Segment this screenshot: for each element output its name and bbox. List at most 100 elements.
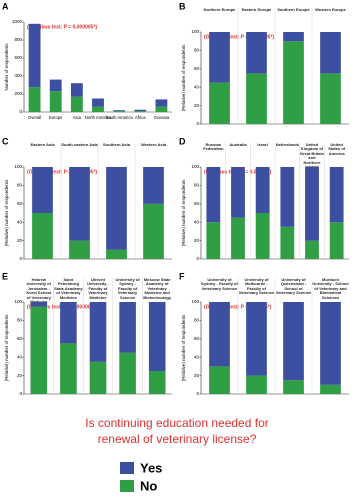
y-tick-label: 40: [194, 354, 200, 359]
bar-segment: [246, 32, 267, 74]
panel-letter: D: [179, 136, 186, 146]
bar-segment: [28, 87, 41, 112]
y-tick-label: 60: [17, 201, 23, 206]
x-tick-label: Australia: [229, 143, 247, 147]
bar-segment: [89, 361, 107, 394]
group-label-box: University of Queensland - School of Vet…: [275, 278, 312, 296]
y-tick-label: 40: [17, 219, 23, 224]
group-label-box: United States of America: [328, 143, 345, 156]
bar-segment: [280, 167, 295, 227]
y-tick-label: 80: [194, 48, 200, 53]
bar-segment: [231, 167, 245, 218]
y-tick-label: 1000: [12, 19, 23, 24]
panel-letter: E: [2, 271, 8, 281]
y-tick-label: 80: [17, 183, 23, 188]
bar-segment: [209, 82, 230, 124]
bar-segment: [206, 167, 221, 223]
bar-segment: [148, 371, 166, 394]
x-tick-label: North America: [85, 115, 112, 120]
bar-segment: [155, 99, 168, 107]
bar-segment: [255, 167, 270, 213]
y-tick-label: 100: [14, 299, 22, 304]
bar-segment: [246, 375, 267, 394]
x-tick-label: University of Sydney - Faculty of Veteri…: [115, 278, 140, 300]
y-tick-label: 400: [14, 73, 22, 78]
y-axis-label: Number of respondents: [4, 43, 9, 91]
bar-segment: [231, 217, 245, 259]
bar-segment: [134, 111, 147, 112]
bar-segment: [283, 380, 304, 394]
group-label-box: Russian Federation: [203, 143, 223, 151]
bar-segment: [155, 106, 168, 112]
x-tick-label: University of Melbourne - Faculty of Vet…: [238, 278, 275, 296]
bar-segment: [30, 306, 48, 394]
y-tick-label: 0: [19, 109, 22, 114]
group-label-box: Western Asia: [141, 143, 166, 147]
omnibus-label: (Omnibus test: P = 0.000005*): [204, 34, 274, 40]
x-tick-label: University of Queensland - School of Vet…: [275, 278, 312, 296]
y-tick-label: 60: [194, 336, 200, 341]
bar-segment: [89, 302, 107, 362]
bar-segment: [32, 167, 53, 213]
group-label-box: Saint Petersburg State Academy of Veteri…: [54, 278, 83, 300]
group-label-box: Eastern Asia: [30, 143, 54, 147]
bar-segment: [143, 167, 164, 204]
y-axis-label: (Relative) number of respondents: [181, 314, 186, 382]
group-label-box: United Kingdom of Great Britain and Nort…: [300, 143, 324, 167]
y-axis-label: (Relative) number of respondents: [181, 179, 186, 247]
group-label-box: Australia: [229, 143, 247, 147]
bar-segment: [305, 167, 319, 241]
x-tick-label: Utrecht University - Faculty of Veterina…: [87, 278, 109, 300]
caption: Is continuing education needed for: [85, 416, 268, 430]
panel-letter: B: [179, 1, 186, 11]
group-label-box: Northern Europe: [204, 8, 236, 12]
x-tick-label: Southern Asia: [103, 143, 130, 147]
x-tick-label: Europe: [49, 115, 63, 120]
panel-letter: F: [179, 271, 185, 281]
x-tick-label: Moscow State Academy of Veterinary Medic…: [143, 278, 172, 300]
y-tick-label: 20: [17, 373, 23, 378]
bar-segment: [92, 98, 104, 107]
y-tick-label: 80: [194, 318, 200, 323]
x-tick-label: Saint Petersburg State Academy of Veteri…: [54, 278, 83, 300]
legend-swatch: [120, 480, 134, 492]
legend-label: No: [140, 478, 157, 493]
y-tick-label: 100: [191, 164, 199, 169]
bar-segment: [119, 352, 136, 394]
x-tick-label: South America: [106, 115, 134, 120]
bar-segment: [92, 106, 104, 112]
bar-segment: [148, 302, 166, 371]
group-label-box: Netherlands: [275, 143, 299, 147]
y-axis-label: (Relative) number of respondents: [181, 44, 186, 112]
group-label-box: Moscow State Academy of Veterinary Medic…: [143, 278, 172, 300]
bar-segment: [209, 302, 230, 367]
y-tick-label: 0: [196, 121, 199, 126]
bar-segment: [283, 32, 304, 42]
bar-segment: [106, 167, 127, 250]
bar-segment: [283, 302, 304, 381]
x-tick-label: Netherlands: [275, 143, 299, 147]
bar-segment: [209, 366, 230, 394]
y-tick-label: 40: [17, 354, 23, 359]
bar-segment: [60, 343, 77, 394]
y-tick-label: 60: [194, 201, 200, 206]
group-label-box: University of Sydney - Faculty of Veteri…: [115, 278, 140, 300]
group-label-box: Eastern Europe: [241, 8, 272, 12]
legend-label: Yes: [140, 460, 162, 475]
panel-letter: A: [2, 1, 9, 11]
bar-segment: [320, 302, 341, 385]
group-label-box: Israel: [257, 143, 267, 147]
x-tick-label: Eastern Europe: [241, 8, 272, 12]
bar-segment: [134, 109, 147, 112]
bar-segment: [49, 91, 62, 112]
bar-segment: [69, 240, 90, 259]
y-axis-label: (Relative) number of respondents: [4, 179, 9, 247]
bar-segment: [106, 249, 127, 259]
x-tick-label: Western Europe: [315, 8, 346, 12]
y-tick-label: 200: [14, 91, 22, 96]
y-tick-label: 40: [194, 219, 200, 224]
bar-segment: [69, 167, 90, 241]
bar-segment: [283, 41, 304, 125]
bar-segment: [255, 213, 270, 259]
